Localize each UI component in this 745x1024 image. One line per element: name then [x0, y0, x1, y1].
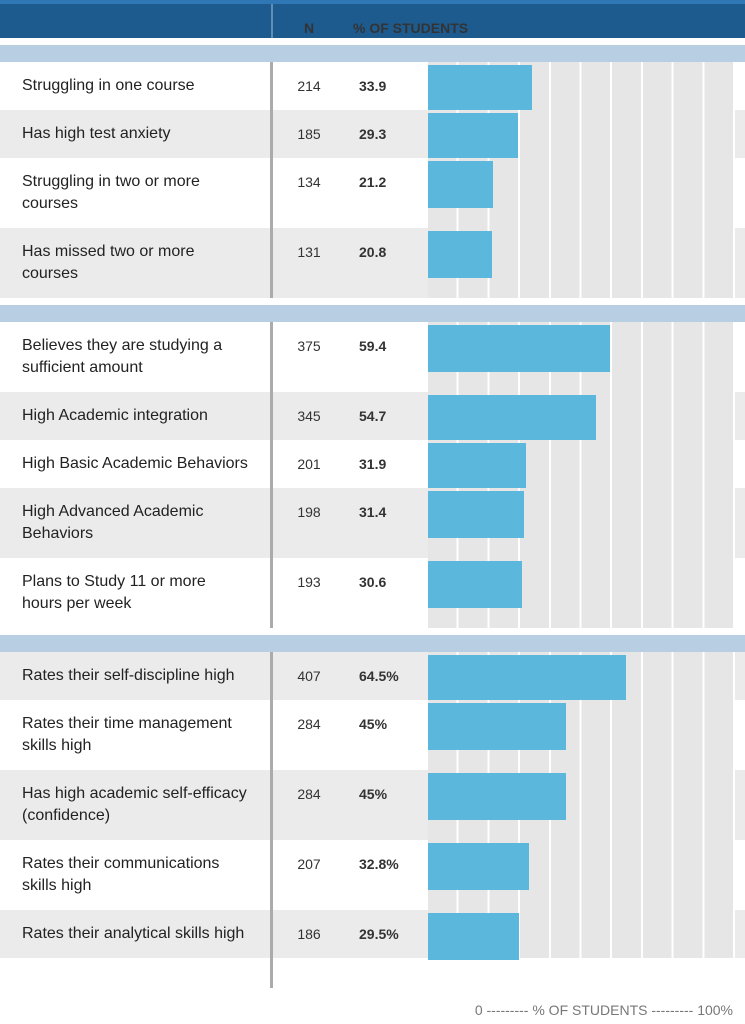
n-value: 214	[297, 78, 321, 94]
bar-cell	[428, 62, 735, 112]
row-label: High Basic Academic Behaviors	[0, 440, 273, 488]
bar-cell	[428, 910, 735, 960]
row-label: Believes they are studying a sufficient …	[0, 322, 273, 392]
n-value: 345	[297, 408, 321, 424]
x-axis-label: 0 --------- % OF STUDENTS --------- 100%	[474, 1002, 733, 1018]
bar	[428, 231, 492, 278]
n-value: 193	[297, 574, 321, 590]
bar-cell	[428, 322, 735, 392]
header-percent: % OF STUDENTS	[353, 19, 469, 36]
table-row: Rates their self-discipline high 407 64.5%	[0, 652, 745, 702]
bar-cell	[428, 700, 735, 770]
table-body: Struggling in one course 214 33.9 Has high …	[0, 45, 745, 988]
percent-label: 31.4	[359, 504, 387, 520]
group-separator	[0, 305, 745, 322]
bar	[428, 913, 519, 960]
percent-label: 31.9	[359, 456, 387, 472]
n-value: 185	[297, 126, 321, 142]
tail-border	[0, 958, 273, 988]
n-value: 198	[297, 504, 321, 520]
n-value: 201	[297, 456, 321, 472]
table-row: Has missed two or more courses 131 20.8	[0, 228, 745, 298]
table-tail	[0, 958, 745, 988]
row-label: Has missed two or more courses	[0, 228, 273, 298]
n-value: 284	[297, 786, 321, 802]
bar-cell	[428, 440, 735, 490]
row-label: Has high academic self-efficacy (confide…	[0, 770, 273, 840]
bar-cell	[428, 392, 735, 442]
bar-cell	[428, 652, 735, 702]
bar	[428, 843, 529, 890]
row-label: High Advanced Academic Behaviors	[0, 488, 273, 558]
table-row: Struggling in one course 214 33.9	[0, 62, 745, 112]
percent-label: 29.5%	[359, 926, 399, 942]
percent-label: 45%	[359, 786, 388, 802]
bar	[428, 773, 567, 820]
percent-label: 21.2	[359, 174, 387, 190]
bar	[428, 113, 518, 160]
table-header: N % OF STUDENTS	[0, 0, 745, 38]
table-row: Believes they are studying a sufficient …	[0, 322, 745, 392]
bar-cell	[428, 558, 735, 628]
bar-cell	[428, 488, 735, 558]
percent-label: 45%	[359, 716, 388, 732]
n-value: 131	[297, 244, 321, 260]
row-label: Rates their self-discipline high	[0, 652, 273, 700]
n-value: 207	[297, 856, 321, 872]
bar	[428, 325, 611, 372]
bar-cell	[428, 158, 735, 228]
table-row: Rates their time management skills high 2…	[0, 700, 745, 770]
percent-label: 20.8	[359, 244, 387, 260]
percent-label: 29.3	[359, 126, 387, 142]
table-row: High Basic Academic Behaviors 201 31.9	[0, 440, 745, 490]
header-blank	[0, 4, 273, 38]
n-value: 186	[297, 926, 321, 942]
row-label: High Academic integration	[0, 392, 273, 440]
bar	[428, 491, 525, 538]
row-label: Rates their analytical skills high	[0, 910, 273, 958]
table-row: Has high test anxiety 185 29.3	[0, 110, 745, 160]
header-n: N	[303, 19, 315, 36]
percent-label: 64.5%	[359, 668, 399, 684]
bar	[428, 161, 494, 208]
table-row: High Academic integration 345 54.7	[0, 392, 745, 442]
row-label: Has high test anxiety	[0, 110, 273, 158]
n-value: 284	[297, 716, 321, 732]
bar	[428, 655, 626, 702]
table-row: Rates their analytical skills high 186 29.…	[0, 910, 745, 960]
table-row: Plans to Study 11 or more hours per week…	[0, 558, 745, 628]
row-label: Rates their communications skills high	[0, 840, 273, 910]
percent-label: 32.8%	[359, 856, 399, 872]
percent-label: 54.7	[359, 408, 387, 424]
n-value: 407	[297, 668, 321, 684]
row-label: Struggling in two or more courses	[0, 158, 273, 228]
bar	[428, 703, 567, 750]
bar-cell	[428, 840, 735, 910]
row-label: Rates their time management skills high	[0, 700, 273, 770]
percent-label: 30.6	[359, 574, 387, 590]
bar-cell	[428, 228, 735, 298]
percent-label: 33.9	[359, 78, 387, 94]
n-value: 134	[297, 174, 321, 190]
table-row: Has high academic self-efficacy (confide…	[0, 770, 745, 840]
bar	[428, 65, 533, 112]
group-separator	[0, 635, 745, 652]
table-row: Struggling in two or more courses 134 21.2	[0, 158, 745, 228]
bar-cell	[428, 110, 735, 160]
table-row: High Advanced Academic Behaviors 198 31.4	[0, 488, 745, 558]
bar	[428, 561, 522, 608]
table-row: Rates their communications skills high 20…	[0, 840, 745, 910]
bar-cell	[428, 770, 735, 840]
bar	[428, 443, 526, 490]
row-label: Plans to Study 11 or more hours per week	[0, 558, 273, 628]
percent-label: 59.4	[359, 338, 387, 354]
n-value: 375	[297, 338, 321, 354]
group-separator	[0, 45, 745, 62]
row-label: Struggling in one course	[0, 62, 273, 110]
bar	[428, 395, 596, 442]
